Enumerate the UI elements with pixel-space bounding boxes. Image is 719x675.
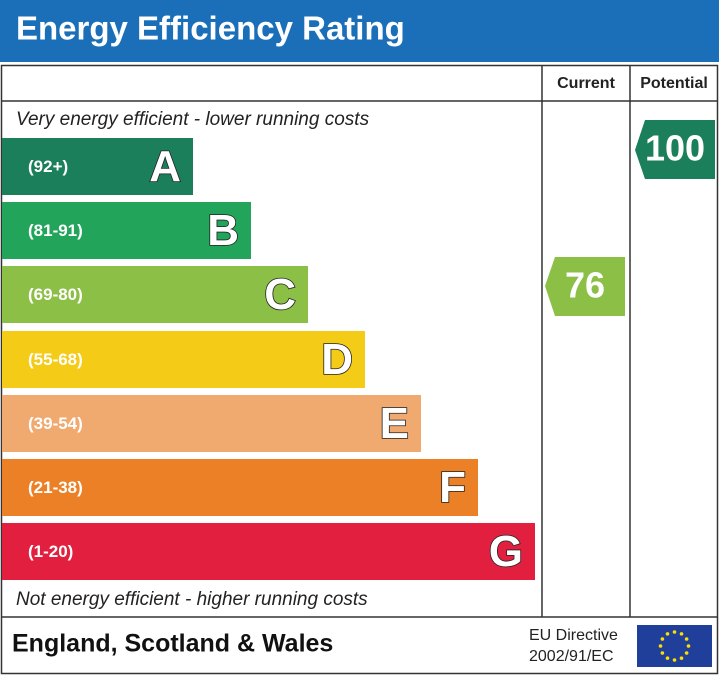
current-arrow: [545, 257, 625, 316]
band-bar: [2, 138, 193, 195]
frame: [0, 64, 719, 675]
eu-star: [660, 637, 665, 641]
band-letter: C: [264, 270, 296, 319]
directive-line: 2002/91/EC: [529, 648, 614, 665]
current-value: 76: [565, 265, 605, 306]
band-range: (21-38): [28, 478, 83, 497]
eu-star: [672, 658, 677, 662]
eu-star: [665, 656, 670, 660]
band-range: (39-54): [28, 414, 83, 433]
bottom-note: Not energy efficient - higher running co…: [16, 589, 368, 610]
band-letter: D: [321, 335, 353, 384]
band-range: (55-68): [28, 350, 83, 369]
potential-value: 100: [645, 128, 705, 169]
eu-star: [686, 644, 691, 648]
band-bar: [2, 395, 421, 452]
eu-star: [684, 651, 689, 655]
footer-text: England, Scotland & Wales: [12, 630, 333, 658]
title-bar: [0, 0, 719, 62]
band-bar: [2, 266, 308, 323]
eu-stars: [658, 630, 691, 662]
eu-star: [660, 651, 665, 655]
band-bar: [2, 331, 365, 388]
band-letter: F: [439, 463, 466, 512]
eu-star: [684, 637, 689, 641]
eu-star: [672, 630, 677, 634]
eu-star: [658, 644, 663, 648]
band-bar: [2, 459, 478, 516]
chart-title: Energy Efficiency Rating: [16, 10, 405, 47]
bands: (92+) A (81-91) B (69-80) C (55-68) D (39-54) E (2…: [2, 138, 535, 580]
eu-star: [665, 632, 670, 636]
band-range: (92+): [28, 157, 68, 176]
band-bar: [2, 523, 535, 580]
band-letter: E: [380, 399, 409, 448]
band-letter: G: [489, 527, 523, 576]
eu-star: [679, 656, 684, 660]
band-letter: B: [207, 206, 239, 255]
band-range: (81-91): [28, 221, 83, 240]
column-header: Current: [557, 75, 615, 92]
band-range: (69-80): [28, 285, 83, 304]
band-range: (1-20): [28, 542, 73, 561]
band-bar: [2, 202, 251, 259]
top-note: Very energy efficient - lower running co…: [16, 109, 370, 130]
column-header: Potential: [640, 75, 708, 92]
potential-arrow: [635, 120, 715, 179]
eu-star: [679, 632, 684, 636]
band-letter: A: [149, 142, 181, 191]
directive-line: EU Directive: [529, 627, 618, 644]
